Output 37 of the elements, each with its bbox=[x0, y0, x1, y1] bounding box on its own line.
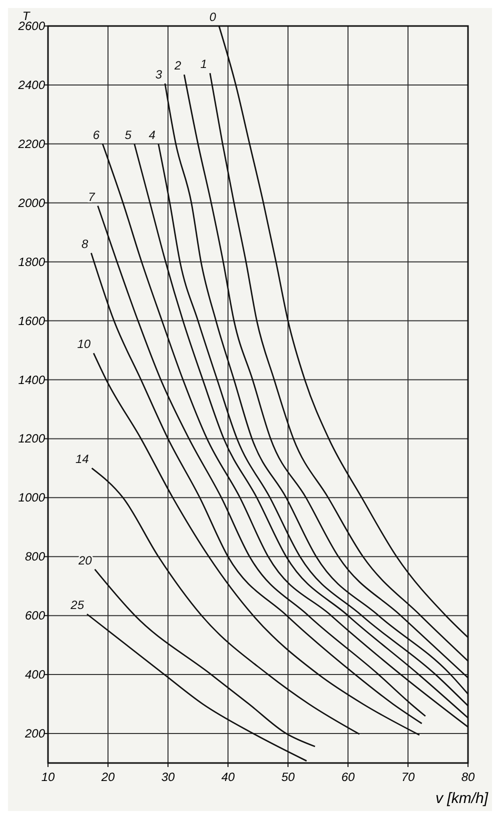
line-series bbox=[94, 568, 316, 748]
series-label: 20 bbox=[77, 553, 92, 568]
y-tick-label: 400 bbox=[24, 668, 46, 682]
series-label: 4 bbox=[148, 128, 156, 142]
y-tick-label: 800 bbox=[24, 550, 46, 564]
y-tick-label: 1800 bbox=[18, 254, 46, 269]
series-label: 6 bbox=[92, 128, 100, 142]
series-label: 3 bbox=[155, 67, 162, 82]
y-tick-label: 1000 bbox=[18, 490, 46, 505]
series-label: 8 bbox=[82, 236, 89, 251]
x-tick-label: 20 bbox=[100, 770, 115, 784]
x-tick-label: 30 bbox=[161, 770, 175, 784]
x-axis-title: v [km/h] bbox=[435, 790, 489, 807]
y-tick-label: 1200 bbox=[18, 432, 46, 446]
y-tick-label: 2000 bbox=[17, 196, 46, 210]
x-tick-label: 80 bbox=[461, 770, 475, 784]
y-tick-label: 2400 bbox=[17, 78, 46, 92]
series-label: 2 bbox=[174, 58, 182, 73]
x-tick-label: 70 bbox=[401, 770, 415, 784]
y-tick-label: 2200 bbox=[17, 136, 46, 151]
y-tick-label: 1600 bbox=[18, 314, 46, 328]
x-tick-label: 40 bbox=[221, 770, 235, 784]
x-tick-label: 10 bbox=[41, 770, 55, 784]
series-label: 14 bbox=[75, 452, 90, 466]
series-label: 5 bbox=[124, 128, 132, 142]
y-tick-label: 1400 bbox=[18, 372, 46, 387]
series-label: 10 bbox=[77, 337, 91, 352]
line-series bbox=[91, 468, 360, 735]
series-label: 1 bbox=[200, 57, 207, 72]
series-label: 25 bbox=[70, 598, 84, 612]
y-tick-label: 200 bbox=[24, 726, 46, 741]
x-tick-label: 60 bbox=[341, 770, 355, 784]
x-tick-label: 50 bbox=[281, 770, 295, 784]
series-label: 7 bbox=[88, 190, 96, 204]
line-series bbox=[92, 352, 420, 736]
series-label: 0 bbox=[209, 10, 216, 24]
y-tick-label: 600 bbox=[24, 608, 46, 623]
